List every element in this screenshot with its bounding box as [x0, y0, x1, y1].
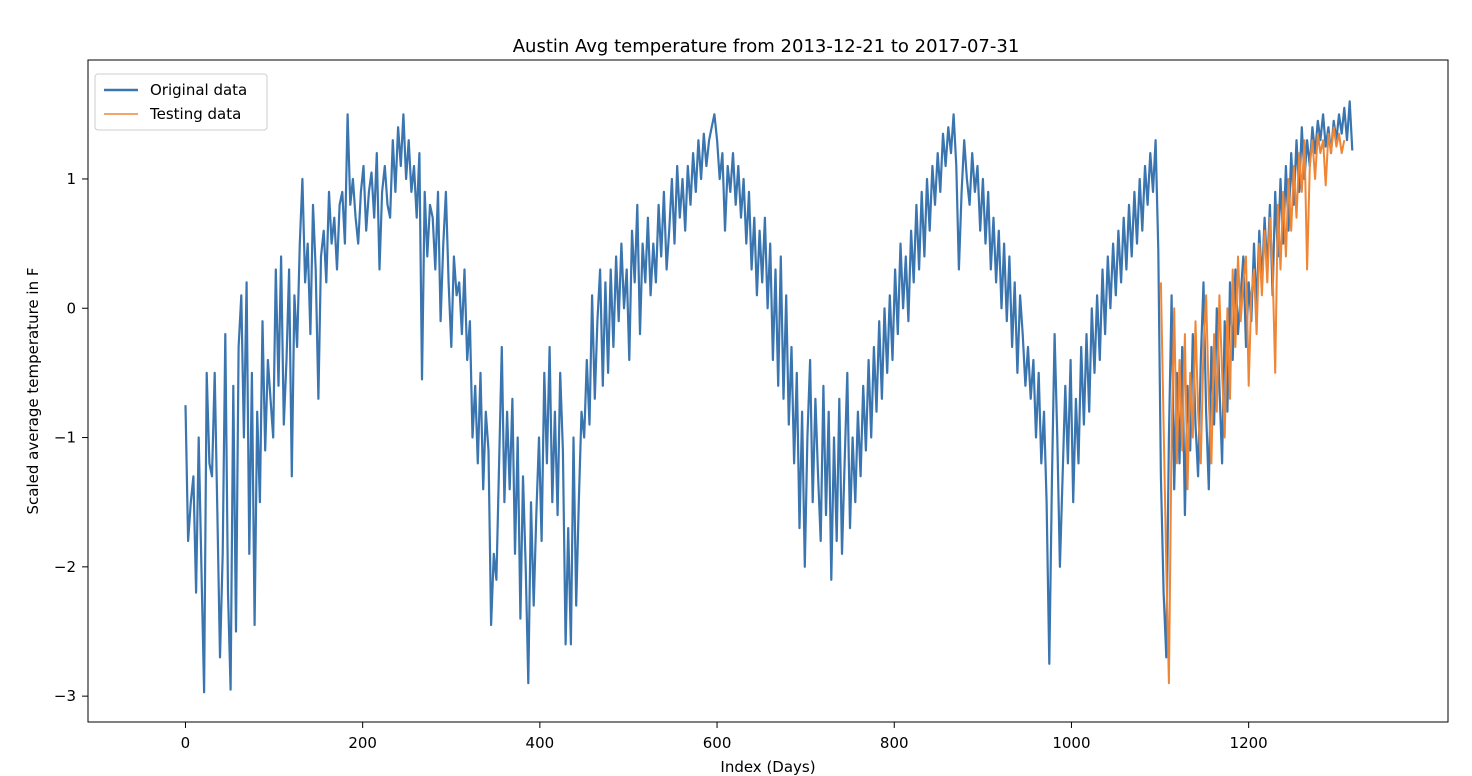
series-group [184, 100, 1354, 694]
y-tick-label: 1 [66, 170, 76, 188]
x-axis-label: Index (Days) [720, 758, 815, 776]
legend-label-original: Original data [150, 81, 247, 99]
x-tick-label: 0 [181, 734, 191, 752]
series-line-0 [184, 100, 1354, 694]
legend-label-testing: Testing data [149, 105, 241, 123]
series-line-1 [1159, 126, 1346, 685]
x-tick-label: 1000 [1052, 734, 1090, 752]
legend: Original data Testing data [94, 73, 268, 131]
plot-frame [87, 59, 1449, 723]
y-tick-label: −3 [54, 687, 76, 705]
y-axis-ticks: −3 −2 −1 0 1 [54, 170, 88, 705]
legend-box [94, 73, 268, 131]
x-tick-label: 400 [526, 734, 555, 752]
y-tick-label: −1 [54, 429, 76, 447]
y-tick-label: 0 [66, 299, 76, 317]
x-tick-label: 800 [880, 734, 909, 752]
y-tick-label: −2 [54, 558, 76, 576]
chart-title: Austin Avg temperature from 2013-12-21 t… [513, 36, 1020, 57]
y-axis-label: Scaled average temperature in F [24, 268, 42, 515]
x-tick-label: 1200 [1230, 734, 1268, 752]
x-axis-ticks: 0 200 400 600 800 1000 1200 [181, 722, 1268, 752]
x-tick-label: 200 [348, 734, 377, 752]
x-tick-label: 600 [703, 734, 732, 752]
